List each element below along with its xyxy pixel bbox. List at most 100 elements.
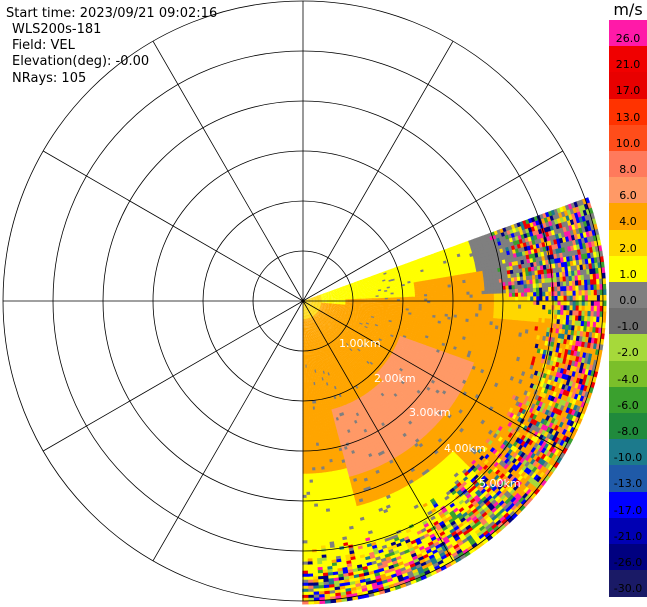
range-gate xyxy=(435,285,440,289)
range-gate xyxy=(361,283,366,286)
range-gate xyxy=(369,293,373,295)
range-gate xyxy=(375,278,380,281)
range-gate xyxy=(361,284,366,287)
range-gate xyxy=(428,277,432,281)
range-gate xyxy=(363,293,367,296)
range-gate xyxy=(396,297,401,300)
range-gate xyxy=(485,269,490,275)
range-gate xyxy=(320,293,324,296)
range-gate xyxy=(342,285,347,288)
range-gate xyxy=(513,277,518,282)
range-gate xyxy=(411,288,416,292)
range-gate xyxy=(305,298,310,301)
range-gate xyxy=(422,280,427,284)
range-gate xyxy=(343,288,348,291)
range-gate xyxy=(435,283,439,287)
range-gate xyxy=(438,285,443,289)
range-gate xyxy=(373,281,378,284)
range-gate xyxy=(486,276,491,281)
range-gate xyxy=(588,207,594,215)
range-gate xyxy=(323,295,328,297)
range-gate xyxy=(459,283,464,287)
range-gate xyxy=(320,297,325,298)
range-gate xyxy=(475,264,480,270)
range-gate xyxy=(572,207,578,215)
range-gate xyxy=(455,274,460,279)
range-gate xyxy=(413,279,418,283)
range-gate xyxy=(337,287,341,290)
range-gate xyxy=(344,289,348,292)
range-gate xyxy=(528,271,533,277)
range-gate xyxy=(459,262,464,267)
range-gate xyxy=(504,278,509,283)
range-gate xyxy=(533,266,538,272)
range-gate xyxy=(498,256,503,262)
range-gate xyxy=(509,265,514,271)
range-gate xyxy=(506,266,511,272)
range-gate xyxy=(496,297,501,302)
range-gate xyxy=(446,279,451,283)
range-gate xyxy=(367,281,371,285)
range-gate xyxy=(440,277,445,281)
range-gate xyxy=(335,294,340,296)
range-gate xyxy=(343,286,347,289)
range-gate xyxy=(306,300,310,301)
range-gate xyxy=(516,272,521,278)
range-gate xyxy=(338,293,343,296)
range-gate xyxy=(378,275,382,279)
range-gate xyxy=(344,291,349,294)
range-gate xyxy=(536,296,540,302)
range-gate xyxy=(315,299,319,300)
range-gate xyxy=(416,283,421,287)
range-gate xyxy=(531,275,536,281)
range-gate xyxy=(306,300,310,301)
range-gate xyxy=(436,272,441,277)
range-gate xyxy=(531,270,536,276)
range-gate xyxy=(338,290,342,292)
range-gate xyxy=(380,288,385,291)
range-gate xyxy=(341,290,345,293)
range-gate xyxy=(579,264,584,271)
range-gate xyxy=(466,269,471,274)
range-gate xyxy=(320,295,325,297)
range-gate xyxy=(303,300,307,301)
range-gate xyxy=(356,288,360,291)
range-gate xyxy=(340,289,345,292)
range-gate xyxy=(546,273,551,279)
range-gate xyxy=(311,298,316,300)
range-gate xyxy=(393,297,398,300)
range-gate xyxy=(344,292,349,295)
range-gate xyxy=(562,271,566,278)
range-gate xyxy=(461,273,466,278)
range-gate xyxy=(404,283,409,287)
range-gate xyxy=(599,256,605,263)
range-gate xyxy=(346,287,351,290)
range-gate xyxy=(354,281,358,284)
range-gate xyxy=(331,290,336,293)
range-gate xyxy=(416,279,421,283)
range-gate xyxy=(436,303,440,307)
range-gate xyxy=(315,299,319,300)
range-gate xyxy=(404,281,409,285)
range-gate xyxy=(326,296,331,298)
range-gate xyxy=(331,289,335,292)
range-gate xyxy=(329,293,333,295)
range-gate xyxy=(480,280,485,285)
range-gate xyxy=(559,272,563,278)
range-gate xyxy=(317,297,322,299)
range-gate xyxy=(478,267,483,272)
range-gate xyxy=(439,272,444,276)
range-gate xyxy=(332,292,336,294)
range-gate xyxy=(482,270,487,275)
range-gate xyxy=(334,290,339,292)
range-gate xyxy=(431,266,436,270)
range-gate xyxy=(383,272,388,276)
range-gate xyxy=(324,297,328,299)
range-gate xyxy=(486,280,491,285)
range-gate xyxy=(337,288,342,291)
range-gate xyxy=(372,291,376,294)
range-gate xyxy=(459,280,464,284)
range-gate xyxy=(427,274,432,278)
range-gate xyxy=(385,269,390,273)
range-gate xyxy=(331,290,336,292)
